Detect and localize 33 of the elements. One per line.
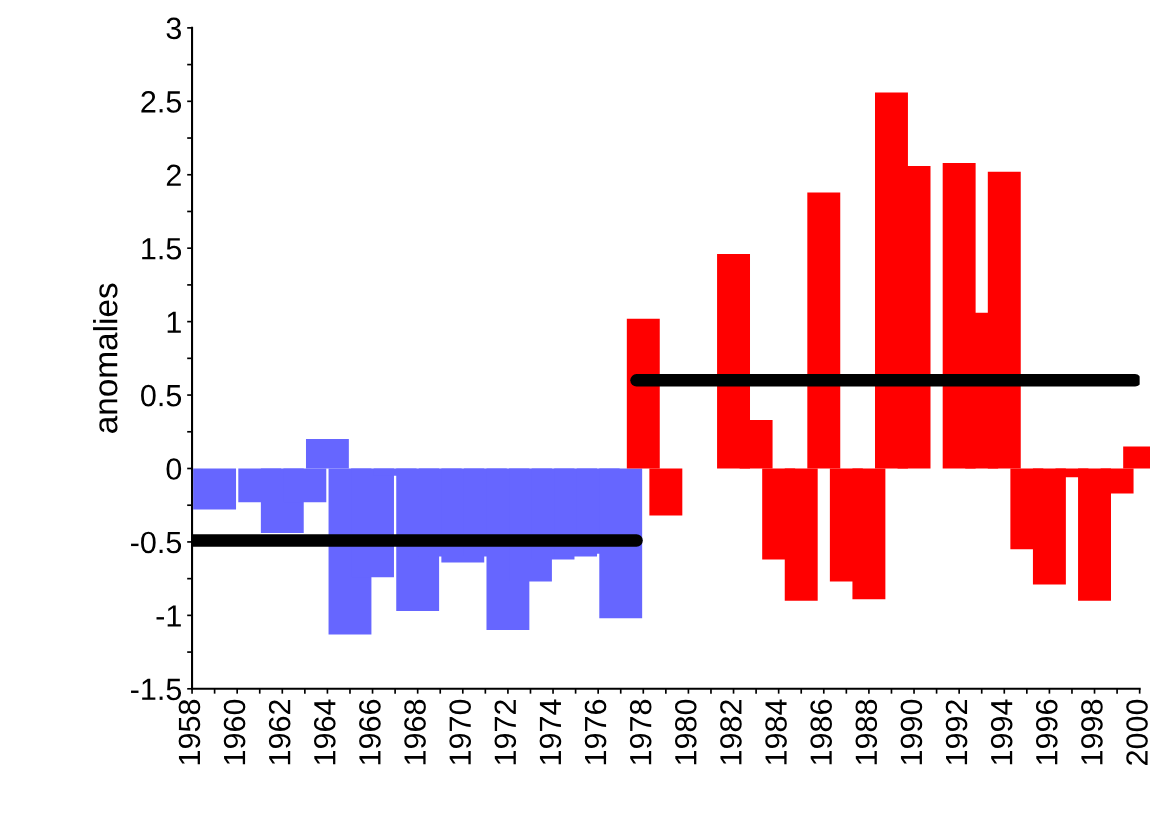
- x-tick-label: 1998: [1081, 699, 1103, 765]
- x-tick-label: 1968: [404, 699, 426, 765]
- x-tick-label: 1962: [268, 700, 291, 765]
- x-tick-label: 1974: [539, 699, 562, 765]
- y-tick-label: 3: [166, 17, 181, 40]
- x-tick-label: 2000: [1126, 699, 1148, 765]
- x-tick-label: 1984: [765, 699, 787, 765]
- y-tick-label: -1: [156, 605, 181, 627]
- x-tick-label: 1964: [313, 699, 336, 765]
- x-tick-label: 1992: [945, 700, 968, 765]
- x-tick-label: 1980: [674, 699, 697, 765]
- x-tick-label: 1960: [223, 699, 246, 765]
- y-tick-label: 1.5: [142, 238, 182, 260]
- x-tick-label: 1970: [449, 699, 471, 765]
- y-tick-label: -0.5: [131, 531, 182, 554]
- y-tick-label: 2.5: [141, 91, 182, 113]
- x-tick-label: 1982: [720, 700, 742, 765]
- x-tick-label: 1958: [178, 699, 201, 765]
- y-tick-label: 0: [166, 458, 182, 480]
- y-tick-label: -1.5: [131, 678, 182, 701]
- y-tick-label: 1: [167, 311, 181, 333]
- x-tick-label: 1972: [494, 700, 517, 765]
- x-tick-label: 1978: [629, 699, 652, 765]
- x-tick-label: 1966: [359, 699, 381, 765]
- y-axis-title: anomalies: [93, 283, 118, 433]
- x-tick-label: 1976: [584, 699, 607, 765]
- y-tick-label: 2: [166, 164, 181, 186]
- x-tick-label: 1994: [990, 699, 1013, 765]
- x-tick-label: 1986: [810, 699, 832, 765]
- y-tick-label: 0.5: [141, 384, 182, 407]
- x-tick-label: 1996: [1035, 699, 1058, 765]
- x-tick-label: 1988: [855, 699, 878, 765]
- x-tick-label: 1990: [900, 699, 923, 765]
